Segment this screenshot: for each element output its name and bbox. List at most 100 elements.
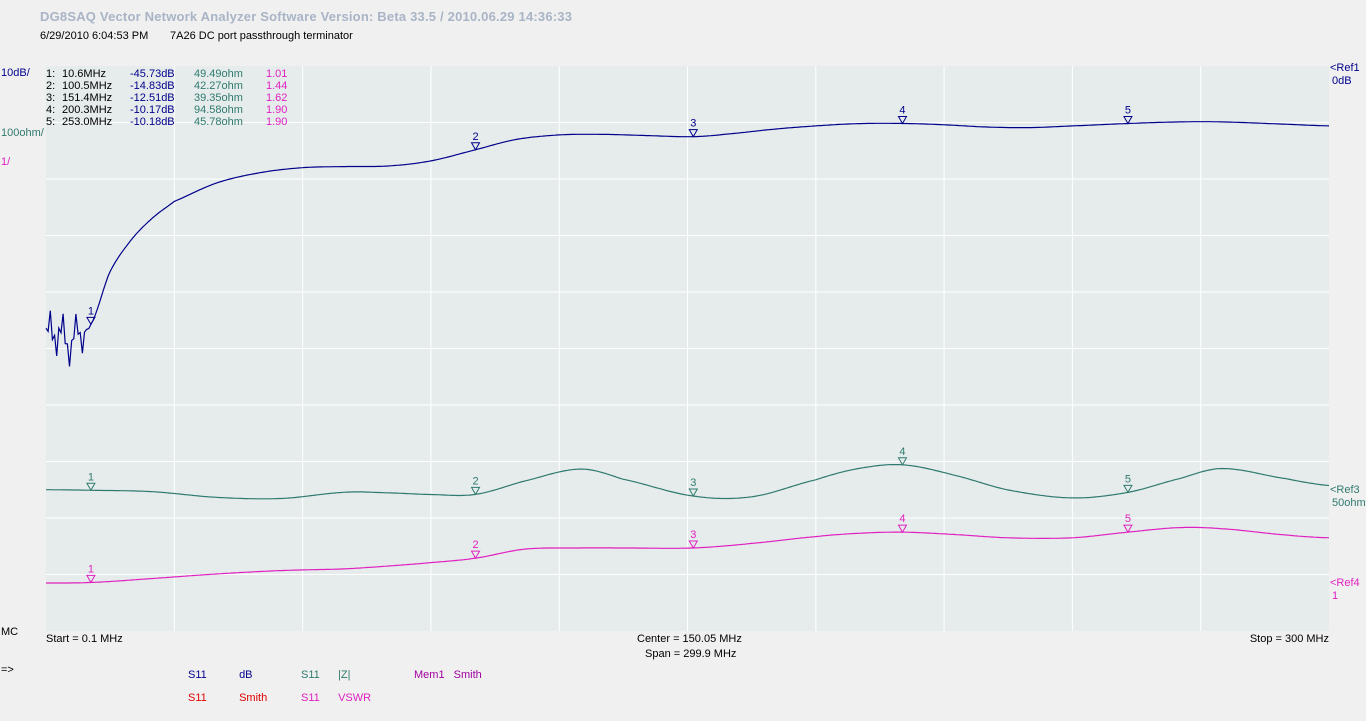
marker-number: 1 bbox=[88, 471, 94, 483]
marker-readout-vswr: 1.62 bbox=[266, 92, 287, 104]
marker-number: 3 bbox=[690, 118, 696, 130]
marker-readout-db: -14.83dB bbox=[130, 80, 175, 92]
marker-number: 4 bbox=[899, 446, 905, 458]
legend-param: S11 bbox=[188, 669, 207, 681]
marker-number: 2 bbox=[472, 539, 478, 551]
marker-readout-idx: 2: bbox=[46, 80, 55, 92]
markers: 1 1 1 2 2 2 3 3 3 4 4 4 5 5 5 bbox=[86, 104, 1133, 584]
mc-label: MC bbox=[1, 626, 19, 638]
marker-readout-db: -10.17dB bbox=[130, 104, 175, 116]
marker-readout-vswr: 1.90 bbox=[266, 104, 287, 116]
marker-readout-idx: 5: bbox=[46, 116, 55, 128]
ref4-label: <Ref4 bbox=[1330, 577, 1360, 589]
traces bbox=[45, 121, 1330, 584]
legend-s11-z[interactable]: S11 |Z| bbox=[301, 669, 351, 681]
plot-title: 7A26 DC port passthrough terminator bbox=[170, 30, 353, 42]
marker-number: 3 bbox=[690, 529, 696, 541]
scale-ohm: 100ohm/ bbox=[1, 127, 44, 139]
marker-number: 4 bbox=[899, 513, 905, 525]
trace-2 bbox=[46, 526, 1330, 584]
marker-readout-db: -12.51dB bbox=[130, 92, 175, 104]
legend-param: S11 bbox=[301, 669, 320, 681]
marker-triangle bbox=[470, 486, 481, 496]
marker-number: 5 bbox=[1125, 513, 1131, 525]
marker-readout-freq: 10.6MHz bbox=[62, 68, 106, 80]
ref4-value: 1 bbox=[1332, 590, 1339, 602]
marker-triangle bbox=[897, 524, 908, 534]
legend-s11-vswr[interactable]: S11 VSWR bbox=[301, 692, 371, 704]
scale-vswr: 1/ bbox=[1, 156, 10, 168]
span-frequency: Span = 299.9 MHz bbox=[645, 648, 737, 660]
app-title: DG8SAQ Vector Network Analyzer Software … bbox=[40, 9, 573, 24]
legend-label: Smith bbox=[453, 669, 482, 681]
legend-param: S11 bbox=[301, 692, 320, 704]
ref3-value: 50ohm bbox=[1332, 497, 1366, 509]
timestamp: 6/29/2010 6:04:53 PM bbox=[40, 30, 149, 42]
center-frequency: Center = 150.05 MHz bbox=[637, 633, 742, 645]
marker-readout-ohm: 49.49ohm bbox=[194, 68, 243, 80]
legend-s11-smith[interactable]: S11 Smith bbox=[188, 692, 267, 704]
marker-number: 2 bbox=[472, 131, 478, 143]
marker-triangle bbox=[897, 457, 908, 466]
legend-label: |Z| bbox=[338, 669, 351, 681]
scale-db-label: 10dB/ bbox=[1, 67, 30, 79]
marker-triangle bbox=[86, 482, 96, 492]
marker-number: 4 bbox=[899, 104, 905, 116]
marker-number: 5 bbox=[1125, 473, 1131, 485]
ref3-label: <Ref3 bbox=[1330, 484, 1360, 496]
marker-number: 3 bbox=[690, 477, 696, 489]
legend-s11-db[interactable]: S11 dB bbox=[188, 669, 253, 681]
legend-param: Mem1 bbox=[414, 669, 445, 681]
scale-db: 10dB/ bbox=[1, 67, 30, 79]
marker-readout-idx: 4: bbox=[46, 104, 55, 116]
marker-readout-vswr: 1.01 bbox=[266, 68, 287, 80]
trace-1 bbox=[46, 464, 1330, 500]
marker-triangle bbox=[470, 142, 481, 151]
ref1[interactable]: <Ref1 0dB bbox=[1330, 62, 1360, 88]
scale-ohm-label: 100ohm/ bbox=[1, 127, 44, 139]
marker-readout-ohm: 42.27ohm bbox=[194, 80, 243, 92]
marker-triangle bbox=[688, 129, 699, 138]
marker-readout-vswr: 1.90 bbox=[266, 116, 287, 128]
marker-triangle bbox=[897, 115, 908, 125]
marker-readout-ohm: 45.78ohm bbox=[194, 116, 243, 128]
legend-param: S11 bbox=[188, 692, 207, 704]
marker-triangle bbox=[688, 488, 699, 498]
marker-readout-db: -45.73dB bbox=[130, 68, 175, 80]
marker-readout-table: 1: 10.6MHz -45.73dB 49.49ohm 1.01 2: 100.5MHz -… bbox=[46, 68, 287, 128]
scale-vswr-label: 1/ bbox=[1, 156, 11, 168]
trace-0 bbox=[45, 121, 1330, 367]
marker-number: 2 bbox=[472, 475, 478, 487]
marker-readout-freq: 200.3MHz bbox=[62, 104, 112, 116]
marker-triangle bbox=[86, 574, 96, 584]
marker-readout-idx: 3: bbox=[46, 92, 55, 104]
marker-triangle bbox=[86, 316, 96, 326]
marker-readout-freq: 253.0MHz bbox=[62, 116, 112, 128]
marker-readout-idx: 1: bbox=[46, 68, 55, 80]
stop-frequency: Stop = 300 MHz bbox=[1249, 633, 1329, 645]
marker-triangle bbox=[470, 550, 481, 560]
marker-number: 5 bbox=[1125, 105, 1131, 117]
marker-triangle bbox=[1123, 524, 1133, 534]
legend-mem1-smith[interactable]: Mem1 Smith bbox=[414, 669, 482, 681]
marker-triangle bbox=[1123, 116, 1133, 125]
marker-triangle bbox=[1123, 484, 1133, 494]
marker-readout-vswr: 1.44 bbox=[266, 80, 287, 92]
ref3[interactable]: <Ref3 50ohm bbox=[1330, 484, 1366, 510]
marker-number: 1 bbox=[88, 563, 94, 575]
marker-triangle bbox=[688, 540, 699, 549]
marker-readout-freq: 151.4MHz bbox=[62, 92, 112, 104]
legend-label: VSWR bbox=[338, 692, 372, 704]
ref4[interactable]: <Ref4 1 bbox=[1330, 577, 1360, 603]
arrow-indicator: => bbox=[1, 664, 14, 676]
marker-readout-ohm: 39.35ohm bbox=[194, 92, 243, 104]
ref1-label: <Ref1 bbox=[1330, 62, 1360, 74]
legend-label: Smith bbox=[239, 692, 268, 704]
marker-readout-freq: 100.5MHz bbox=[62, 80, 112, 92]
marker-readout-ohm: 94.58ohm bbox=[194, 104, 243, 116]
legend-label: dB bbox=[239, 669, 253, 681]
grid bbox=[46, 66, 1329, 631]
marker-number: 1 bbox=[88, 305, 94, 317]
start-frequency: Start = 0.1 MHz bbox=[46, 633, 123, 645]
